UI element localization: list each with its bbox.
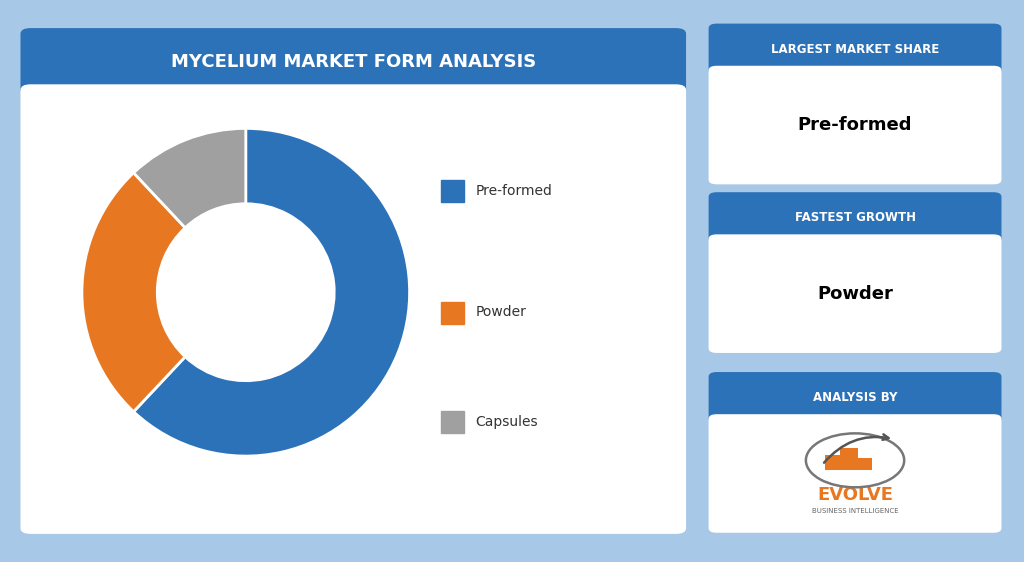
FancyBboxPatch shape [840, 448, 858, 470]
Text: MYCELIUM MARKET FORM ANALYSIS: MYCELIUM MARKET FORM ANALYSIS [171, 53, 536, 71]
FancyBboxPatch shape [825, 455, 844, 470]
Text: Pre-formed: Pre-formed [798, 116, 912, 134]
Text: Capsules: Capsules [475, 415, 538, 429]
FancyBboxPatch shape [20, 84, 686, 534]
Wedge shape [133, 128, 246, 228]
FancyBboxPatch shape [854, 458, 872, 470]
FancyBboxPatch shape [709, 234, 1001, 353]
Bar [441, 180, 464, 202]
Text: Pre-formed: Pre-formed [475, 184, 552, 198]
Text: ANALYSIS BY: ANALYSIS BY [813, 391, 897, 404]
Text: LARGEST MARKET SHARE: LARGEST MARKET SHARE [771, 43, 939, 56]
Text: EVOLVE: EVOLVE [817, 486, 893, 505]
FancyBboxPatch shape [709, 24, 1001, 75]
Text: Powder: Powder [475, 306, 526, 319]
Text: Powder: Powder [817, 284, 893, 303]
Wedge shape [82, 173, 185, 412]
Bar [441, 411, 464, 433]
Text: 62%: 62% [219, 298, 272, 319]
FancyBboxPatch shape [709, 66, 1001, 184]
FancyBboxPatch shape [709, 372, 1001, 423]
FancyBboxPatch shape [20, 28, 686, 96]
Wedge shape [133, 128, 410, 456]
Text: FASTEST GROWTH: FASTEST GROWTH [795, 211, 915, 224]
FancyBboxPatch shape [709, 192, 1001, 243]
Bar [441, 302, 464, 324]
FancyBboxPatch shape [709, 414, 1001, 533]
Text: BUSINESS INTELLIGENCE: BUSINESS INTELLIGENCE [812, 507, 898, 514]
